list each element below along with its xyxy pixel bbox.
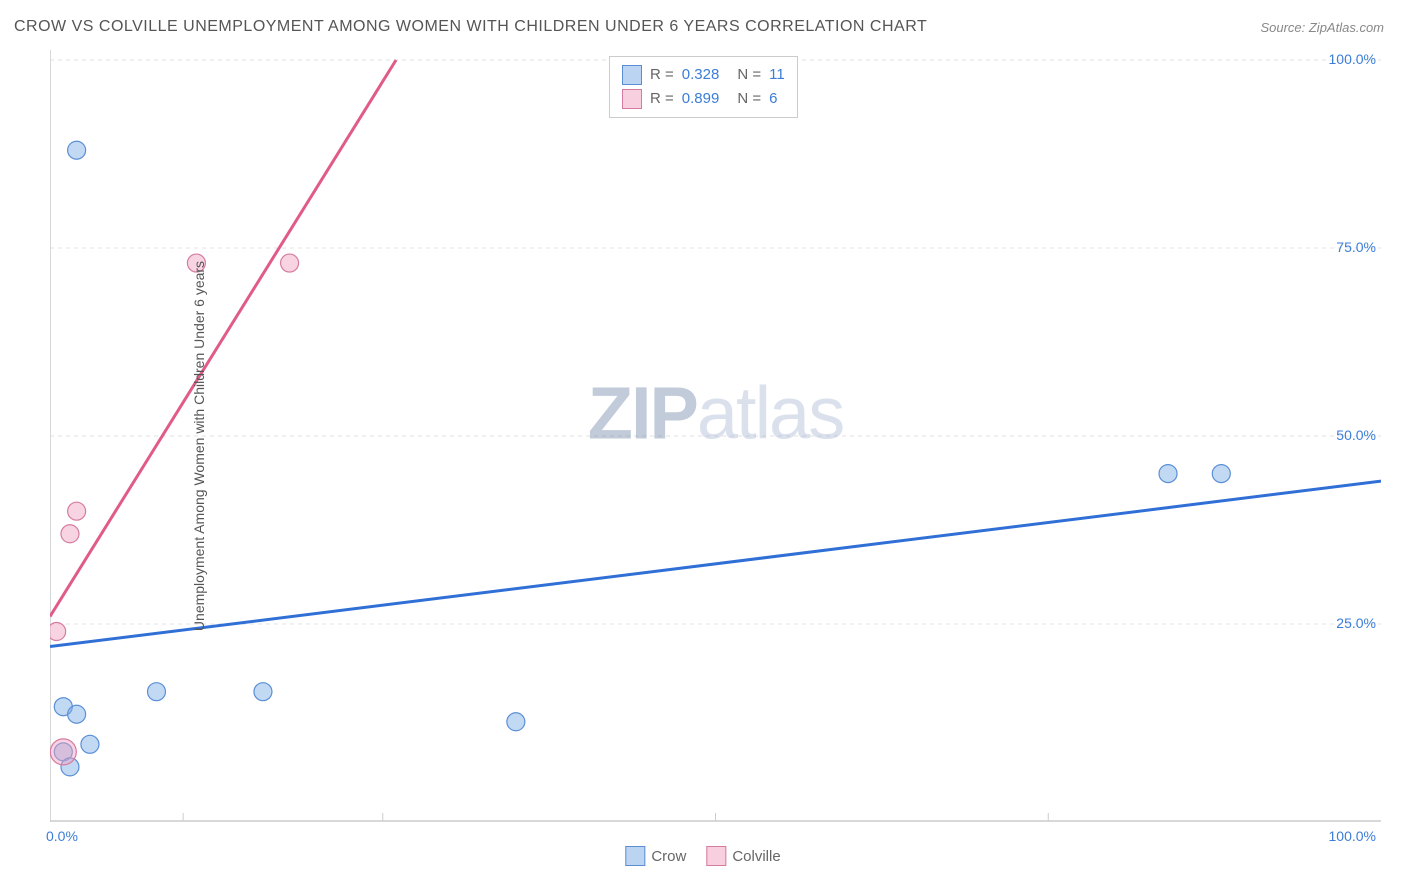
legend-swatch — [622, 65, 642, 85]
r-label: R = — [650, 63, 674, 87]
legend-swatch — [622, 89, 642, 109]
n-label: N = — [737, 63, 761, 87]
y-tick-label: 75.0% — [1336, 239, 1376, 255]
y-axis-label: Unemployment Among Women with Children U… — [191, 261, 207, 631]
scatter-chart — [50, 50, 1381, 822]
n-value: 11 — [769, 63, 785, 87]
stats-legend-row: R = 0.899 N = 6 — [622, 87, 785, 111]
x-tick-label: 0.0% — [46, 828, 78, 844]
legend-item: Colville — [706, 846, 780, 866]
legend-swatch — [625, 846, 645, 866]
n-value: 6 — [769, 87, 777, 111]
stats-legend: R = 0.328 N = 11 R = 0.899 N = 6 — [609, 56, 798, 118]
r-value: 0.328 — [682, 63, 720, 87]
x-tick-label: 100.0% — [1329, 828, 1376, 844]
y-tick-label: 50.0% — [1336, 427, 1376, 443]
legend-label: Crow — [651, 848, 686, 865]
chart-title: CROW VS COLVILLE UNEMPLOYMENT AMONG WOME… — [14, 18, 927, 36]
legend-label: Colville — [732, 848, 780, 865]
r-label: R = — [650, 87, 674, 111]
legend-item: Crow — [625, 846, 686, 866]
legend-swatch — [706, 846, 726, 866]
source-attribution: Source: ZipAtlas.com — [1260, 20, 1384, 35]
r-value: 0.899 — [682, 87, 720, 111]
series-legend: Crow Colville — [625, 846, 780, 866]
plot-area: ZIPatlas R =0.328N =11R =0.899N =6 — [50, 50, 1381, 822]
y-tick-label: 100.0% — [1329, 51, 1376, 67]
y-tick-label: 25.0% — [1336, 615, 1376, 631]
stats-legend-row: R = 0.328 N = 11 — [622, 63, 785, 87]
n-label: N = — [737, 87, 761, 111]
